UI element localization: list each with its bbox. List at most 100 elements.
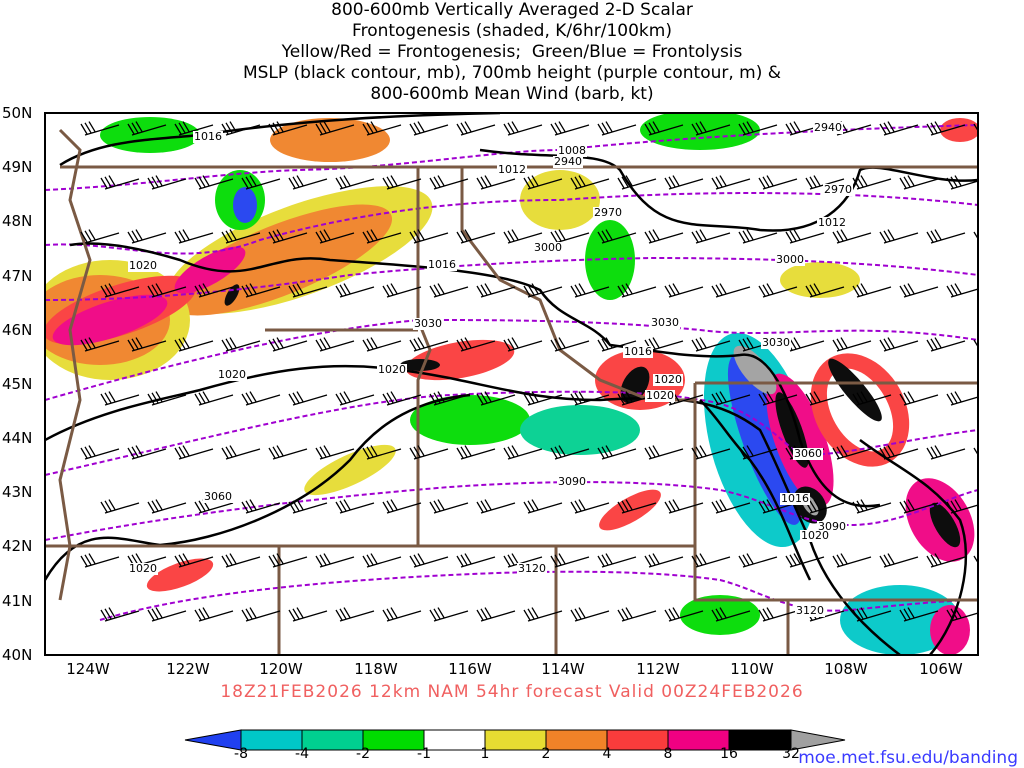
wind-barb [315,121,355,136]
wind-barb [691,553,731,568]
wind-barb [174,121,214,136]
lat-label: 40N [2,646,33,664]
wind-barb [100,391,140,406]
wind-barb [926,121,966,136]
wind-barb [288,499,328,514]
wind-barb [758,283,798,298]
wind-barb [503,445,543,460]
wind-barb [268,445,308,460]
wind-barb [100,175,140,190]
contour-label: 2970 [593,206,623,219]
wind-barb [80,337,120,352]
wind-barb [946,607,978,622]
wind-barb [973,554,978,567]
wind-barb [127,229,167,244]
lon-label: 110W [730,660,774,678]
lon-label: 120W [259,660,303,678]
wind-barb [852,175,892,190]
wind-barb [805,499,845,514]
contour-label: 1020 [128,259,158,272]
wind-barb [194,283,234,298]
wind-barb [879,121,919,136]
lat-label: 45N [2,375,33,393]
wind-barb [994,284,1024,297]
wind-barb [946,283,978,298]
contour-label: 1020 [217,368,247,381]
wind-barb [523,499,563,514]
wind-barb [973,446,978,459]
wind-barb [691,121,731,136]
wind-barb [994,392,1024,405]
wind-barb [429,499,469,514]
contour-label: 3000 [775,253,805,266]
wind-barb [174,229,214,244]
contour-label: 3000 [533,241,563,254]
wind-barb [597,229,637,244]
lon-label: 112W [636,660,680,678]
wind-barb [617,607,657,622]
wind-barb [194,391,234,406]
wind-barb [476,175,516,190]
wind-barb [617,175,657,190]
wind-barb [617,283,657,298]
wind-barb [879,229,919,244]
lat-label: 42N [2,537,33,555]
lat-label: 46N [2,321,33,339]
wind-barb [288,175,328,190]
source-url[interactable]: moe.met.fsu.edu/banding [798,748,1018,768]
wind-barb [315,337,355,352]
colorbar-label: 4 [602,746,612,762]
wind-barb [597,337,637,352]
wind-barb [80,553,120,568]
title-line: Yellow/Red = Frontogenesis; Green/Blue =… [281,42,743,62]
wind-barb [174,445,214,460]
lat-label: 47N [2,267,33,285]
title-line: MSLP (black contour, mb), 700mb height (… [242,63,782,83]
wind-barb [852,283,892,298]
wind-barb [785,553,825,568]
wind-barb [832,229,872,244]
colorbar-label: 8 [663,746,673,762]
wind-barb [100,499,140,514]
wind-barb [382,499,422,514]
wind-barb [570,607,610,622]
wind-barb [711,391,751,406]
wind-barb [832,337,872,352]
contour-label: 1012 [817,216,847,229]
wind-barb [241,283,281,298]
wind-barb [456,337,496,352]
wind-barb [476,499,516,514]
wind-barb [456,229,496,244]
wind-barb [221,445,261,460]
wind-barb [664,175,704,190]
colorbar-label: 16 [720,746,738,762]
wind-barb [174,337,214,352]
wind-barb [597,121,637,136]
lat-label: 50N [2,104,33,122]
wind-barb [664,283,704,298]
wind-barb [362,337,402,352]
wind-barb [926,229,966,244]
contour-label: 1016 [623,345,653,358]
wind-barb [147,607,187,622]
wind-barb [946,175,978,190]
wind-barb [644,553,684,568]
wind-barb [221,229,261,244]
wind-barb [570,283,610,298]
wind-barb [80,121,120,136]
wind-barb [147,283,187,298]
wind-barb [523,607,563,622]
contour-label: 3120 [517,562,547,575]
wind-barb [832,553,872,568]
wind-barb [362,121,402,136]
wind-barb [382,175,422,190]
wind-barb [691,337,731,352]
wind-barb [899,499,939,514]
wind-barb [429,283,469,298]
wind-barb [973,230,978,243]
contour-label: 3060 [793,447,823,460]
wind-barb [315,229,355,244]
wind-barb [409,229,449,244]
wind-barb [597,445,637,460]
wind-barb [127,121,167,136]
